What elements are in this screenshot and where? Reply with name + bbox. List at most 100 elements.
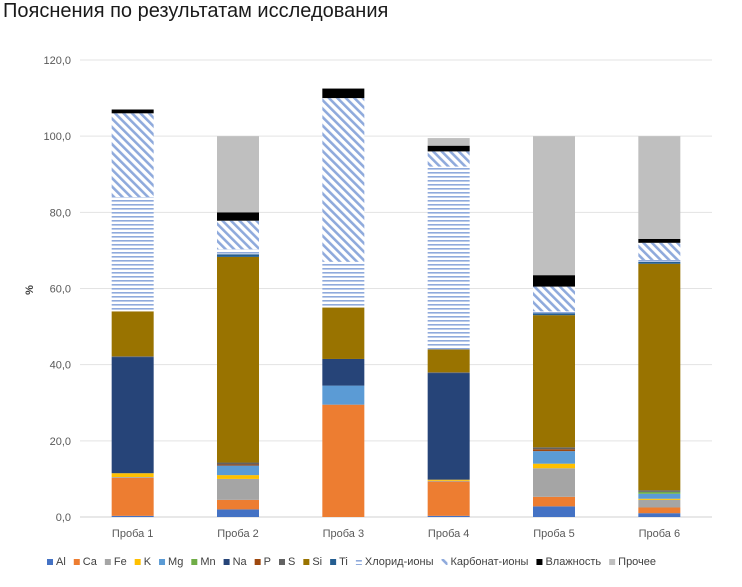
bar-segment-Ca [533, 496, 575, 507]
bar-segment-Na [322, 358, 365, 386]
bar-segment-Карбонат-ионы [427, 151, 470, 167]
bar-segment-Влажность [217, 212, 259, 221]
legend-swatch [330, 559, 337, 565]
legend-label: Mg [168, 556, 183, 568]
bar-segment-Влажность [111, 109, 154, 114]
legend-swatch [441, 559, 448, 565]
legend-label: Карбонат-ионы [450, 556, 528, 568]
bar-segment-Al [638, 513, 681, 517]
legend-item: Al [47, 556, 66, 568]
chart-title: Пояснения по результатам исследования [3, 0, 389, 22]
y-tick-label: 100,0 [43, 131, 71, 143]
legend-swatch [609, 559, 616, 565]
legend-item: Na [223, 556, 248, 568]
bar-segment-Mg [322, 385, 365, 405]
bar-segment-Карбонат-ионы [111, 113, 154, 198]
bar-segment-Карбонат-ионы [638, 242, 681, 260]
legend-swatch [191, 559, 198, 565]
bar-segment-Na [427, 373, 470, 480]
bar-segment-Ti [217, 254, 259, 257]
legend: Al Ca Fe K Mg Mn Na P S Si Ti Хлорид-ионы Карбонат-и… [47, 556, 656, 568]
legend-label: Хлорид-ионы [365, 556, 434, 568]
bar-segment-K [533, 463, 575, 469]
bar-segment-Fe [427, 480, 470, 482]
x-tick-label: Проба 1 [112, 528, 153, 540]
x-tick-label: Проба 2 [217, 528, 258, 540]
bar-segment-Al [427, 515, 470, 517]
bar-segment-Карбонат-ионы [533, 286, 575, 312]
legend-swatch [134, 559, 141, 565]
x-tick-label: Проба 3 [323, 528, 364, 540]
bar-segment-Al [217, 509, 259, 517]
bar-segment-Прочее [638, 136, 681, 239]
bar-segment-K [427, 479, 470, 481]
bar-segment-Влажность [322, 88, 365, 99]
bar-segment-Na [111, 357, 154, 474]
legend-item: Mn [191, 556, 216, 568]
bar-segment-Влажность [533, 275, 575, 287]
legend-item: Ca [73, 556, 98, 568]
bars [111, 88, 681, 517]
legend-item: Si [303, 556, 322, 568]
legend-swatch [159, 559, 166, 565]
bar-segment-Si [217, 256, 259, 463]
legend-label: Ti [339, 556, 348, 568]
bar-segment-Хлорид-ионы [322, 261, 365, 308]
y-tick-label: 120,0 [43, 55, 71, 67]
bar-segment-K [111, 473, 154, 478]
bar-segment-S [111, 356, 154, 358]
legend-label: S [288, 556, 295, 568]
bar-segment-Хлорид-ионы [111, 197, 154, 312]
bar-segment-S [217, 462, 259, 465]
bar-segment-S [638, 490, 681, 492]
x-tick-label: Проба 5 [533, 528, 574, 540]
y-axis-label: % [24, 285, 36, 295]
bar-segment-Прочее [427, 138, 470, 146]
legend-item: P [254, 556, 271, 568]
bar-segment-K [217, 475, 259, 479]
legend-label: Mn [200, 556, 215, 568]
bar-segment-S [427, 372, 470, 374]
bar-segment-Mg [533, 451, 575, 464]
legend-swatch [223, 559, 230, 565]
bar-segment-Si [111, 311, 154, 357]
legend-swatch [279, 559, 285, 565]
legend-swatch [536, 559, 543, 565]
legend-label: Na [233, 556, 248, 568]
y-tick-label: 80,0 [50, 207, 71, 219]
bar-segment-Al [111, 515, 154, 517]
bar-segment-Mg [638, 493, 681, 499]
legend-swatch [303, 559, 310, 565]
gridlines [80, 59, 712, 518]
bar-segment-Fe [533, 468, 575, 497]
bar-segment-Fe [111, 477, 154, 478]
bar-segment-P [217, 464, 259, 466]
y-tick-label: 60,0 [50, 284, 71, 296]
legend-item: Карбонат-ионы [441, 556, 529, 568]
bar-segment-Mg [217, 465, 259, 476]
bar-segment-Хлорид-ионы [217, 249, 259, 255]
legend-label: Si [312, 556, 322, 568]
legend-swatch [73, 559, 80, 565]
bar-segment-S [533, 447, 575, 450]
legend-item: Ti [330, 556, 348, 568]
legend-label: Al [56, 556, 66, 568]
bar-segment-Si [322, 307, 365, 359]
bar-segment-Si [638, 263, 681, 491]
legend-swatch [47, 559, 53, 565]
x-tick-label: Проба 4 [428, 528, 469, 540]
legend-swatch [254, 559, 261, 565]
legend-item: Хлорид-ионы [355, 556, 434, 568]
x-axis-ticks: Проба 1 Проба 2 Проба 3 Проба 4 Проба 5 Проба… [112, 528, 680, 540]
legend-label: K [144, 556, 152, 568]
legend-swatch [355, 559, 362, 565]
bar-segment-Ca [111, 477, 154, 516]
legend-item: S [279, 556, 295, 568]
bar-segment-Fe [638, 499, 681, 508]
legend-item: Fe [104, 556, 127, 568]
y-axis-ticks: 0,0 20,0 40,0 60,0 80,0 100,0 120,0 [43, 55, 71, 524]
legend-label: P [264, 556, 271, 568]
bar-segment-Прочее [217, 136, 259, 213]
bar-segment-Fe [217, 478, 259, 500]
